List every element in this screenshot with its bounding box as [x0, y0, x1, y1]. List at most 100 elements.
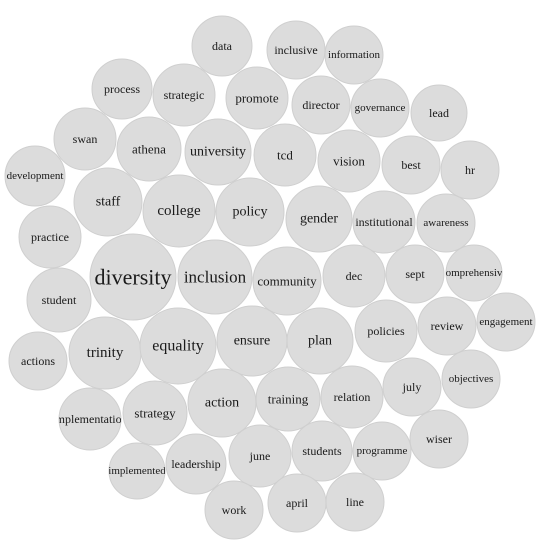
- bubble-vision: vision: [317, 129, 381, 193]
- bubble-label-dec: dec: [346, 269, 363, 283]
- bubble-information: information: [324, 25, 384, 85]
- bubble-programme: programme: [352, 421, 412, 481]
- bubble-development: development: [4, 145, 66, 207]
- bubble-students: students: [291, 420, 353, 482]
- bubble-circle: [445, 244, 503, 302]
- bubble-label-diversity: diversity: [95, 265, 172, 290]
- bubble-equality: equality: [139, 307, 217, 385]
- bubble-training: training: [255, 366, 321, 432]
- bubble-ensure: ensure: [216, 305, 288, 377]
- bubble-circle: [255, 366, 321, 432]
- bubble-circle: [476, 292, 536, 352]
- bubble-circle: [416, 193, 476, 253]
- bubble-label-gender: gender: [300, 212, 338, 227]
- bubble-circle: [440, 140, 500, 200]
- bubble-circle: [417, 296, 477, 356]
- bubble-objectives: objectives: [441, 349, 501, 409]
- bubble-dec: dec: [322, 244, 386, 308]
- bubble-label-action: action: [205, 396, 239, 411]
- bubble-circle: [354, 299, 418, 363]
- bubble-label-best: best: [401, 158, 421, 172]
- bubble-label-engagement: engagement: [479, 316, 532, 328]
- bubble-circle: [228, 424, 292, 488]
- bubble-circle: [325, 472, 385, 532]
- bubble-label-inclusive: inclusive: [274, 43, 317, 57]
- bubble-student: student: [26, 267, 92, 333]
- bubble-label-development: development: [7, 170, 64, 182]
- bubble-label-comprehensive: comprehensive: [441, 267, 508, 279]
- bubble-circle: [108, 442, 166, 500]
- bubble-circle: [286, 307, 354, 375]
- bubble-label-inclusion: inclusion: [184, 268, 247, 287]
- bubble-comprehensive: comprehensive: [441, 244, 508, 302]
- bubble-circle: [191, 15, 253, 77]
- bubble-circle: [73, 167, 143, 237]
- bubble-label-june: june: [249, 449, 271, 463]
- bubble-circle: [91, 58, 153, 120]
- bubble-circle: [58, 387, 122, 451]
- bubble-strategy: strategy: [122, 380, 188, 446]
- bubble-plan: plan: [286, 307, 354, 375]
- bubble-actions: actions: [8, 331, 68, 391]
- bubble-athena: athena: [116, 116, 182, 182]
- bubble-label-april: april: [286, 496, 309, 510]
- bubble-circle: [204, 480, 264, 540]
- bubble-label-community: community: [257, 274, 317, 289]
- bubble-review: review: [417, 296, 477, 356]
- bubble-label-implemented: implemented: [108, 465, 166, 477]
- bubble-circle: [89, 233, 177, 321]
- bubble-label-process: process: [104, 82, 140, 96]
- bubble-policy: policy: [215, 177, 285, 247]
- bubble-label-july: july: [402, 380, 422, 394]
- bubble-circle: [409, 409, 469, 469]
- bubble-label-wiser: wiser: [426, 432, 452, 446]
- bubble-label-strategic: strategic: [164, 88, 205, 102]
- bubble-label-information: information: [328, 49, 380, 61]
- bubble-label-data: data: [212, 39, 233, 53]
- bubble-label-review: review: [431, 319, 464, 333]
- bubble-label-relation: relation: [334, 390, 371, 404]
- bubble-label-university: university: [190, 145, 246, 160]
- bubble-label-strategy: strategy: [134, 406, 176, 421]
- bubble-circle: [385, 244, 445, 304]
- bubble-label-trinity: trinity: [87, 345, 124, 361]
- bubble-label-athena: athena: [132, 142, 166, 157]
- bubble-label-programme: programme: [357, 445, 408, 457]
- bubble-circle: [352, 421, 412, 481]
- bubble-label-leadership: leadership: [171, 457, 220, 471]
- bubble-best: best: [381, 135, 441, 195]
- bubble-tcd: tcd: [253, 123, 317, 187]
- bubble-circle: [18, 205, 82, 269]
- bubble-gender: gender: [285, 185, 353, 253]
- bubble-label-tcd: tcd: [277, 148, 293, 163]
- bubble-july: july: [382, 357, 442, 417]
- bubble-sept: sept: [385, 244, 445, 304]
- bubble-circle: [350, 78, 410, 138]
- bubble-circle: [317, 129, 381, 193]
- bubble-circle: [352, 190, 416, 254]
- bubble-promote: promote: [225, 66, 289, 130]
- bubble-circle: [252, 246, 322, 316]
- bubble-label-objectives: objectives: [449, 373, 494, 385]
- bubble-work: work: [204, 480, 264, 540]
- bubble-april: april: [267, 473, 327, 533]
- bubble-circle: [253, 123, 317, 187]
- bubble-circle: [441, 349, 501, 409]
- bubble-circle: [116, 116, 182, 182]
- bubble-trinity: trinity: [68, 316, 142, 390]
- bubble-label-line: line: [346, 495, 364, 509]
- bubble-inclusive: inclusive: [266, 20, 326, 80]
- bubble-director: director: [291, 75, 351, 135]
- bubble-circle: [4, 145, 66, 207]
- bubble-label-hr: hr: [465, 163, 475, 177]
- bubble-circle: [165, 433, 227, 495]
- bubble-circle: [215, 177, 285, 247]
- bubble-inclusion: inclusion: [177, 239, 253, 315]
- bubble-community: community: [252, 246, 322, 316]
- bubble-label-training: training: [268, 392, 309, 407]
- bubble-label-students: students: [302, 444, 342, 458]
- bubble-circle: [122, 380, 188, 446]
- bubble-policies: policies: [354, 299, 418, 363]
- bubble-data: data: [191, 15, 253, 77]
